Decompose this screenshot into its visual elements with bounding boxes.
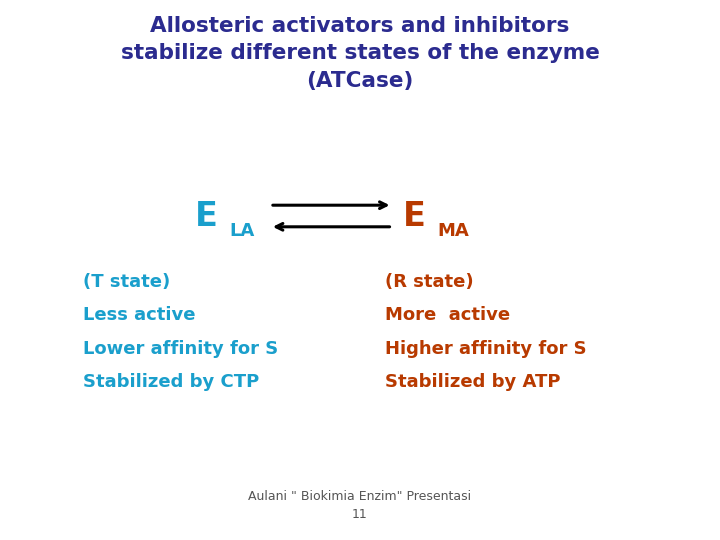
- Text: Allosteric activators and inhibitors
stabilize different states of the enzyme
(A: Allosteric activators and inhibitors sta…: [120, 16, 600, 91]
- Text: (T state): (T state): [83, 273, 170, 291]
- Text: (R state): (R state): [385, 273, 474, 291]
- Text: Higher affinity for S: Higher affinity for S: [385, 340, 587, 357]
- Text: MA: MA: [438, 222, 469, 240]
- Text: Less active: Less active: [83, 306, 195, 324]
- Text: Aulani " Biokimia Enzim" Presentasi
11: Aulani " Biokimia Enzim" Presentasi 11: [248, 490, 472, 521]
- Text: E: E: [403, 199, 426, 233]
- Text: LA: LA: [229, 222, 254, 240]
- Text: More  active: More active: [385, 306, 510, 324]
- Text: Lower affinity for S: Lower affinity for S: [83, 340, 278, 357]
- Text: Stabilized by ATP: Stabilized by ATP: [385, 373, 561, 391]
- Text: Stabilized by CTP: Stabilized by CTP: [83, 373, 259, 391]
- Text: E: E: [194, 199, 217, 233]
